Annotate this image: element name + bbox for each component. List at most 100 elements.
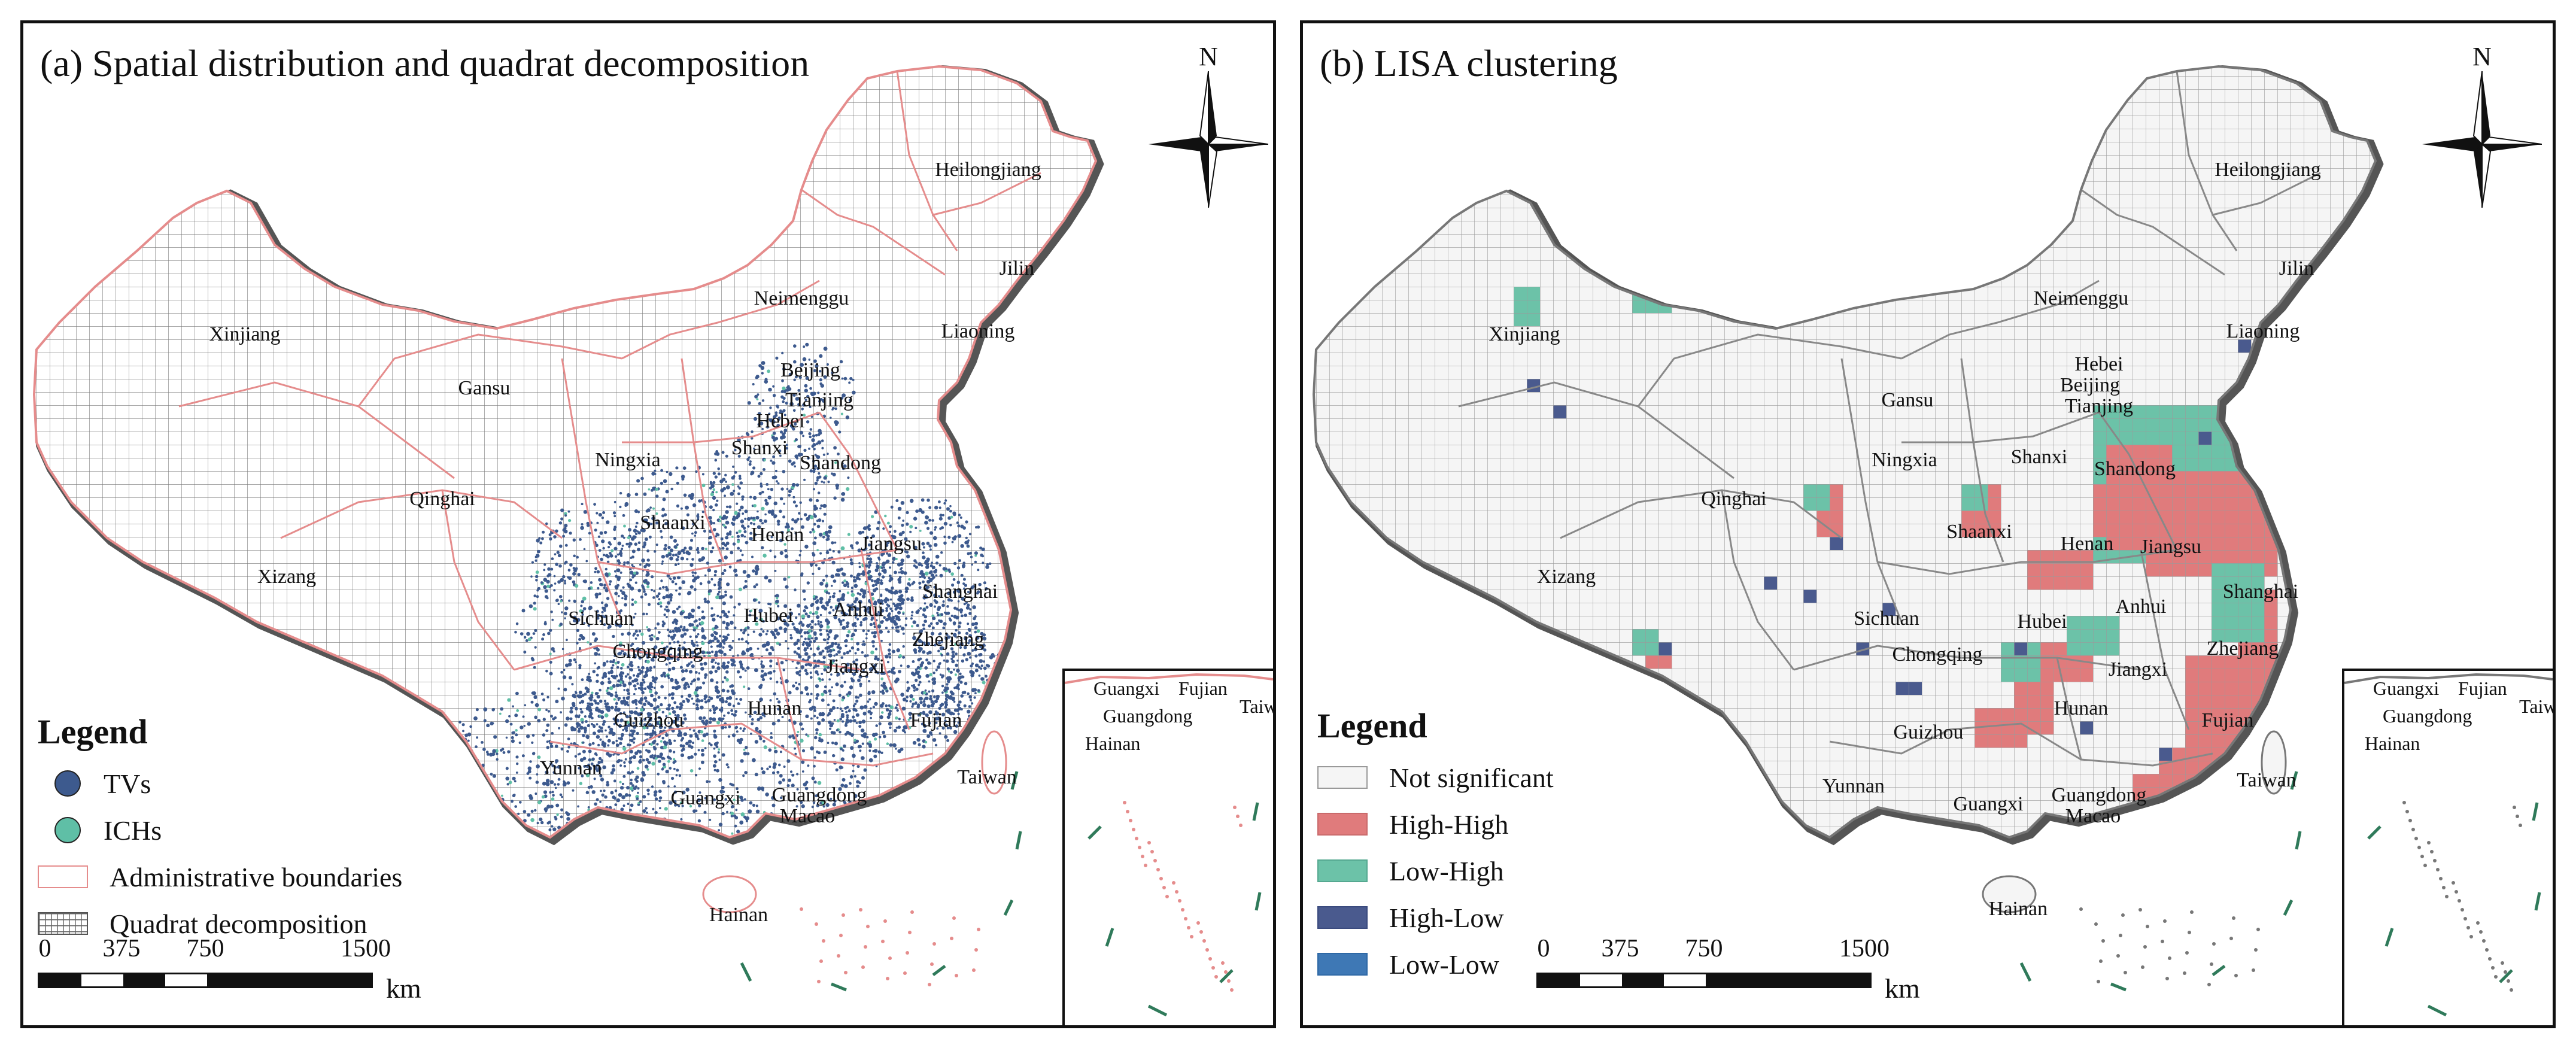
tv-point bbox=[695, 470, 698, 473]
tv-point bbox=[828, 720, 832, 725]
tv-point bbox=[669, 801, 673, 805]
tv-point bbox=[756, 398, 759, 400]
tv-point bbox=[646, 626, 648, 628]
tv-point bbox=[940, 654, 943, 657]
tv-point bbox=[828, 611, 832, 615]
tv-point bbox=[904, 617, 908, 620]
province-label-taiwan: Taiwan bbox=[957, 766, 1017, 788]
tv-point bbox=[926, 704, 931, 709]
tv-point bbox=[816, 716, 819, 719]
tv-point bbox=[932, 702, 935, 706]
tv-point bbox=[573, 568, 578, 573]
tv-point bbox=[859, 623, 862, 627]
tv-point bbox=[856, 572, 861, 577]
tv-point bbox=[812, 488, 816, 491]
tv-point bbox=[909, 499, 914, 503]
tv-point bbox=[760, 628, 763, 631]
tv-point bbox=[854, 702, 857, 706]
tv-point bbox=[628, 528, 632, 532]
tv-point bbox=[846, 651, 849, 655]
tv-point bbox=[736, 534, 740, 539]
tv-point bbox=[919, 663, 924, 667]
tv-point bbox=[562, 575, 566, 579]
tv-point bbox=[813, 639, 816, 643]
tv-point bbox=[582, 757, 587, 761]
tv-point bbox=[793, 650, 797, 654]
tv-point bbox=[585, 560, 588, 563]
tv-point bbox=[624, 793, 629, 797]
tv-point bbox=[855, 541, 859, 545]
tv-point bbox=[636, 634, 639, 637]
tv-point bbox=[941, 691, 944, 694]
tv-point bbox=[773, 833, 777, 837]
tv-point bbox=[701, 484, 706, 488]
tv-point bbox=[974, 554, 977, 557]
tv-point bbox=[870, 667, 874, 671]
reef-dot bbox=[886, 977, 889, 980]
tv-point bbox=[654, 754, 657, 758]
tv-point bbox=[718, 822, 723, 827]
tv-point bbox=[515, 622, 519, 625]
tv-point bbox=[950, 692, 955, 696]
tv-point bbox=[698, 716, 703, 721]
tv-point bbox=[557, 603, 560, 605]
tv-point bbox=[715, 681, 719, 684]
tv-point bbox=[704, 548, 707, 551]
tv-point bbox=[800, 518, 803, 521]
tv-point bbox=[771, 631, 775, 635]
tv-point bbox=[809, 698, 812, 701]
tv-point bbox=[701, 610, 704, 613]
tv-point bbox=[672, 576, 676, 580]
tv-point bbox=[547, 710, 551, 713]
tv-point bbox=[512, 705, 514, 708]
tv-point bbox=[892, 671, 896, 675]
tv-point bbox=[610, 791, 614, 795]
tv-point bbox=[935, 587, 938, 590]
tv-point bbox=[840, 714, 845, 718]
tv-point bbox=[739, 481, 743, 485]
tv-point bbox=[718, 649, 722, 654]
tv-point bbox=[739, 675, 742, 679]
tv-point bbox=[594, 570, 597, 573]
reef-dot bbox=[2168, 956, 2171, 960]
tv-point bbox=[602, 546, 605, 550]
tv-point bbox=[828, 649, 833, 653]
province-label-hebei: Hebei bbox=[2074, 353, 2123, 375]
tv-point bbox=[544, 589, 548, 593]
tv-point bbox=[773, 670, 776, 673]
tv-point bbox=[740, 812, 745, 817]
tv-point bbox=[754, 570, 758, 574]
tv-point bbox=[692, 729, 695, 732]
tv-point bbox=[575, 661, 577, 664]
tv-point bbox=[824, 530, 829, 535]
tv-point bbox=[458, 721, 461, 724]
tv-point bbox=[933, 570, 937, 574]
tv-point bbox=[749, 646, 753, 651]
tv-point bbox=[816, 615, 820, 619]
tv-point bbox=[850, 593, 855, 597]
tv-point bbox=[724, 726, 727, 729]
tv-point bbox=[650, 743, 653, 746]
tv-point bbox=[669, 472, 673, 476]
tv-point bbox=[619, 780, 622, 783]
tv-point bbox=[596, 570, 600, 574]
tv-point bbox=[965, 658, 969, 661]
tv-point bbox=[924, 572, 929, 576]
tv-point bbox=[670, 692, 675, 696]
tv-point bbox=[555, 599, 559, 602]
reef-dot bbox=[815, 922, 818, 926]
tv-point bbox=[904, 624, 907, 627]
tv-point bbox=[972, 605, 976, 609]
tv-point bbox=[673, 633, 676, 637]
tv-point bbox=[718, 829, 721, 831]
tv-point bbox=[949, 726, 952, 730]
tv-point bbox=[718, 777, 722, 782]
tv-point bbox=[543, 807, 548, 812]
tv-point bbox=[764, 513, 767, 516]
tv-point bbox=[613, 500, 616, 503]
tv-point bbox=[615, 675, 618, 678]
tv-point bbox=[806, 517, 810, 521]
tv-point bbox=[689, 635, 692, 638]
tv-point bbox=[827, 481, 830, 484]
tv-point bbox=[920, 570, 924, 574]
